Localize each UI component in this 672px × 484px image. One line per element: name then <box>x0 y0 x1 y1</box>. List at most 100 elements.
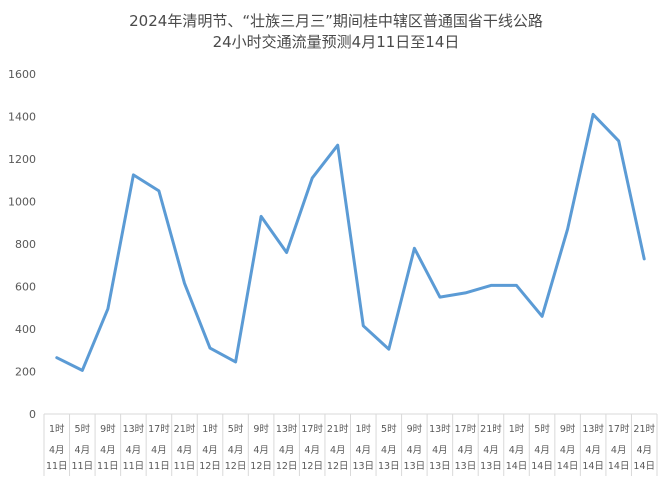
x-tick-label-hour: 1时 <box>509 423 525 435</box>
x-tick-label-hour: 17时 <box>301 423 323 435</box>
x-tick-label-day: 12日 <box>276 461 298 472</box>
x-tick-label-hour: 5时 <box>534 423 550 435</box>
x-tick-label-month: 4月 <box>49 445 65 456</box>
data-point <box>566 228 569 231</box>
x-tick-label-month: 4月 <box>355 445 371 456</box>
x-tick-label-day: 12日 <box>199 461 221 472</box>
x-tick-label-day: 14日 <box>582 461 604 472</box>
x-tick-label-month: 4月 <box>330 445 346 456</box>
x-tick-label-day: 13日 <box>455 461 477 472</box>
x-tick-label-day: 13日 <box>378 461 400 472</box>
data-point <box>285 251 288 254</box>
data-point <box>413 247 416 250</box>
x-tick-label-month: 4月 <box>407 445 423 456</box>
data-point <box>106 307 109 310</box>
x-tick-label-month: 4月 <box>253 445 269 456</box>
x-tick-label-day: 14日 <box>633 461 655 472</box>
data-point <box>362 324 365 327</box>
x-tick-label-hour: 17时 <box>455 423 477 435</box>
x-tick-label-month: 4月 <box>177 445 193 456</box>
x-tick-label-month: 4月 <box>560 445 576 456</box>
y-tick-label: 1200 <box>8 153 36 166</box>
y-tick-label: 400 <box>15 323 36 336</box>
data-point <box>617 139 620 142</box>
x-tick-label-month: 4月 <box>228 445 244 456</box>
x-tick-label-day: 12日 <box>225 461 247 472</box>
x-tick-label-hour: 1时 <box>355 423 371 435</box>
x-tick-label-day: 11日 <box>72 461 94 472</box>
x-tick-label-month: 4月 <box>458 445 474 456</box>
x-tick-label-month: 4月 <box>432 445 448 456</box>
x-tick-label-hour: 21时 <box>327 423 349 435</box>
data-point <box>260 215 263 218</box>
y-tick-label: 1400 <box>8 111 36 124</box>
y-tick-label: 600 <box>15 281 36 294</box>
data-point <box>438 296 441 299</box>
x-tick-label-month: 4月 <box>585 445 601 456</box>
x-tick-label-hour: 9时 <box>560 423 576 435</box>
x-tick-label-day: 11日 <box>46 461 68 472</box>
x-tick-label-hour: 21时 <box>480 423 502 435</box>
chart-title-line-1: 2024年清明节、“壮族三月三”期间桂中辖区普通国省干线公路 <box>129 12 543 30</box>
x-tick-label-month: 4月 <box>279 445 295 456</box>
x-tick-label-month: 4月 <box>202 445 218 456</box>
x-tick-label-month: 4月 <box>534 445 550 456</box>
x-tick-label-hour: 21时 <box>174 423 196 435</box>
x-tick-label-day: 11日 <box>97 461 119 472</box>
x-tick-label-day: 12日 <box>301 461 323 472</box>
data-point <box>489 284 492 287</box>
x-tick-label-month: 4月 <box>100 445 116 456</box>
x-tick-label-month: 4月 <box>304 445 320 456</box>
x-tick-label-hour: 1时 <box>49 423 65 435</box>
x-tick-label-month: 4月 <box>151 445 167 456</box>
data-point <box>157 189 160 192</box>
x-tick-label-hour: 9时 <box>407 423 423 435</box>
x-tick-label-day: 13日 <box>404 461 426 472</box>
x-tick-label-hour: 13时 <box>123 423 145 435</box>
data-point <box>55 356 58 359</box>
x-tick-label-hour: 21时 <box>633 423 655 435</box>
y-tick-label: 0 <box>29 408 36 421</box>
x-tick-label-day: 14日 <box>506 461 528 472</box>
data-point <box>311 177 314 180</box>
x-tick-label-day: 12日 <box>250 461 272 472</box>
x-tick-label-day: 12日 <box>327 461 349 472</box>
data-point <box>464 291 467 294</box>
data-point <box>592 113 595 116</box>
x-tick-label-hour: 5时 <box>75 423 91 435</box>
x-tick-label-month: 4月 <box>611 445 627 456</box>
x-tick-label-day: 13日 <box>352 461 374 472</box>
data-point <box>234 360 237 363</box>
x-tick-label-month: 4月 <box>636 445 652 456</box>
x-tick-label-day: 14日 <box>531 461 553 472</box>
x-tick-label-day: 11日 <box>174 461 196 472</box>
x-tick-label-hour: 13时 <box>276 423 298 435</box>
x-tick-label-day: 14日 <box>608 461 630 472</box>
x-tick-label-day: 13日 <box>429 461 451 472</box>
y-tick-label: 200 <box>15 366 36 379</box>
data-point <box>209 347 212 350</box>
x-tick-label-hour: 13时 <box>582 423 604 435</box>
data-point <box>183 282 186 285</box>
x-tick-label-month: 4月 <box>126 445 142 456</box>
x-tick-label-hour: 17时 <box>608 423 630 435</box>
data-point <box>387 348 390 351</box>
x-tick-label-hour: 9时 <box>253 423 269 435</box>
x-tick-label-month: 4月 <box>509 445 525 456</box>
y-tick-label: 1600 <box>8 68 36 81</box>
x-tick-label-day: 11日 <box>123 461 145 472</box>
chart-title-line-2: 24小时交通流量预测4月11日至14日 <box>212 33 460 51</box>
data-point <box>336 144 339 147</box>
series-line <box>55 112 646 372</box>
data-point <box>643 257 646 260</box>
x-tick-label-hour: 5时 <box>381 423 397 435</box>
data-point <box>515 284 518 287</box>
x-tick-label-hour: 13时 <box>429 423 451 435</box>
x-tick-label-day: 14日 <box>557 461 579 472</box>
data-point <box>541 315 544 318</box>
x-tick-label-day: 11日 <box>148 461 170 472</box>
y-tick-label: 800 <box>15 238 36 251</box>
x-tick-label-hour: 5时 <box>228 423 244 435</box>
